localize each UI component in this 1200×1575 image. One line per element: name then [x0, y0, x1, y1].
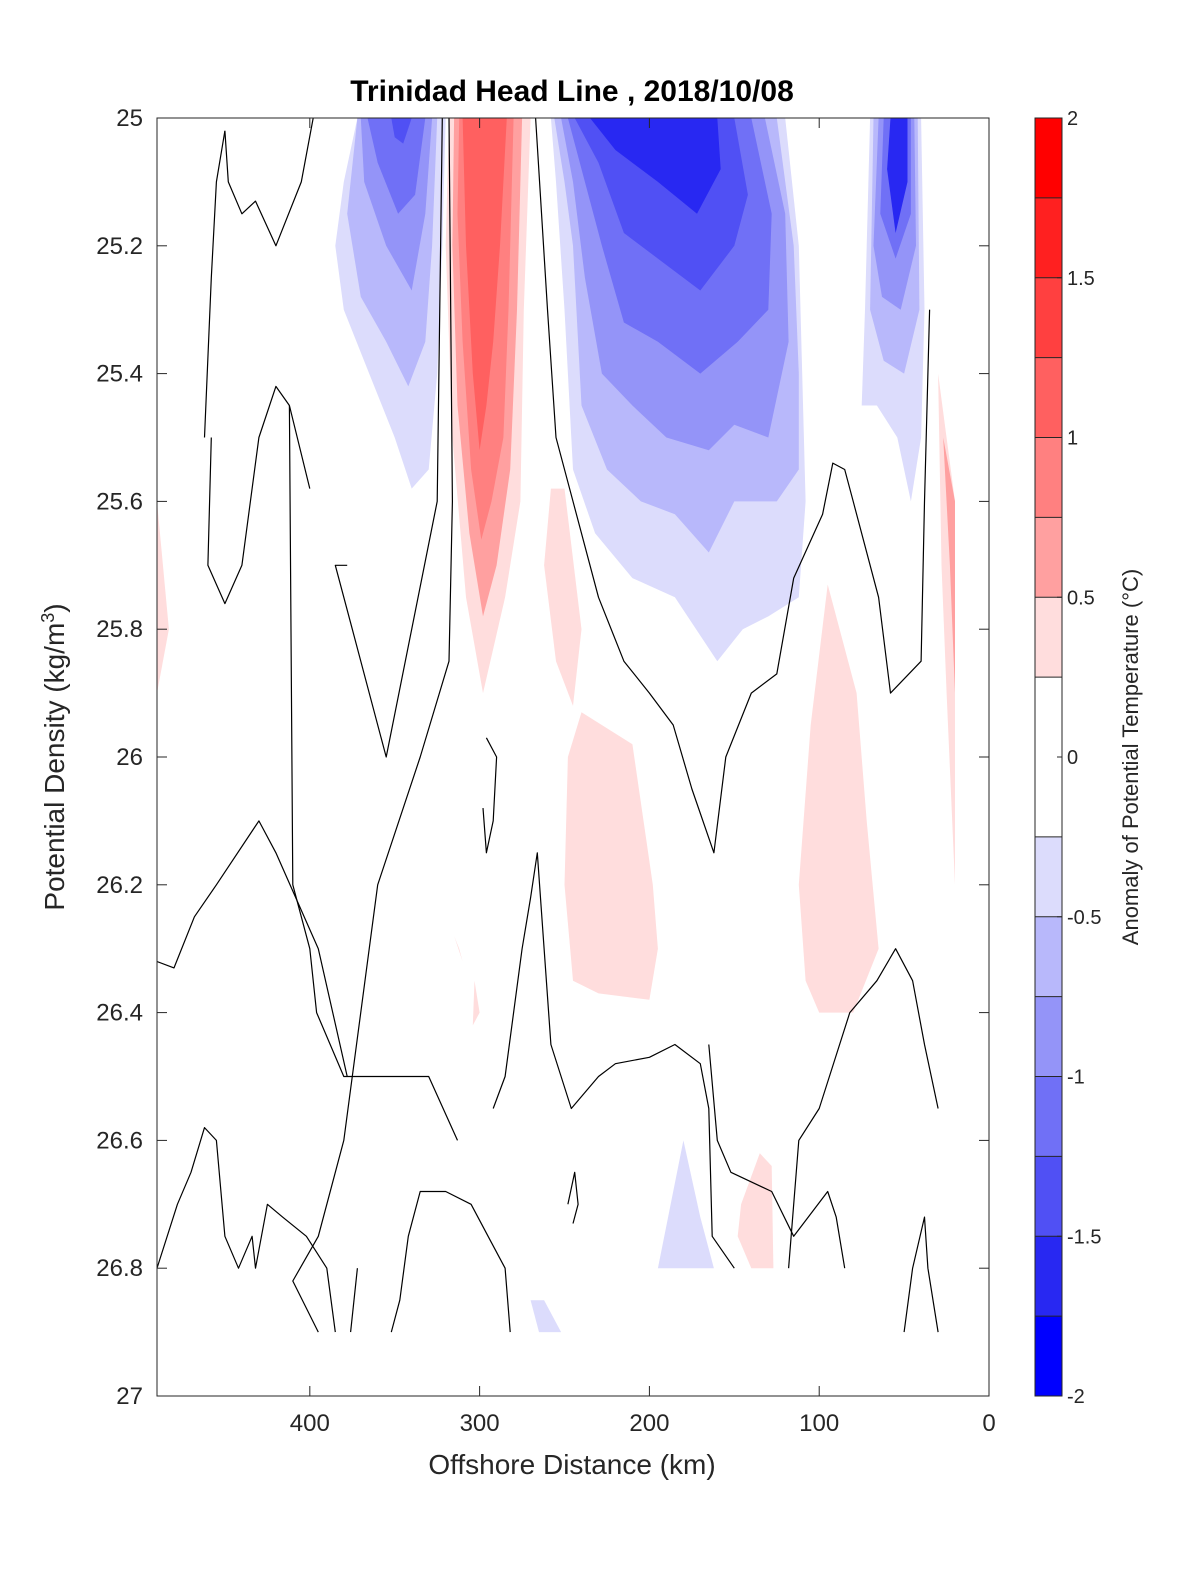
- colorbar-swatch: [1035, 836, 1062, 917]
- contour-region-4: [391, 118, 412, 144]
- contour-region-20: [157, 501, 169, 694]
- y-tick-label: 26: [116, 744, 143, 771]
- contour-region-3: [367, 118, 426, 214]
- colorbar-swatch: [1035, 118, 1062, 198]
- y-tick-label: 25.4: [96, 361, 143, 388]
- y-tick-label: 25.6: [96, 488, 143, 515]
- contour-region-26: [737, 1153, 774, 1269]
- contour-region-30: [530, 1300, 562, 1333]
- x-tick-label: 300: [460, 1410, 500, 1437]
- zero-contour-line-15: [903, 1216, 939, 1333]
- y-axis: 25 25.2 25.4 25.6 25.8 26 26.2 26.4 26.6 26.8 27: [96, 105, 989, 1410]
- colorbar-label: Anomaly of Potential Temperature (°C): [1118, 569, 1143, 945]
- zero-contour-line-16: [567, 1171, 579, 1224]
- zero-contour-line-2: [207, 385, 311, 605]
- colorbar-tick-label: 0.5: [1067, 587, 1095, 609]
- zero-contour-line-10: [788, 948, 939, 1269]
- zero-contour-line-9: [492, 852, 735, 1269]
- contour-region-25: [798, 584, 879, 1013]
- x-axis: 400 300 200 100 0: [290, 118, 996, 1437]
- zero-contour-line-3: [288, 405, 459, 1141]
- colorbar-ticks: 2 1.5 1 0.5 0 -0.5 -1 -1.5 -2: [1057, 108, 1101, 1408]
- colorbar-swatch: [1035, 916, 1062, 997]
- colorbar-swatch: [1035, 1236, 1062, 1317]
- contour-region-8: [462, 118, 507, 451]
- colorbar-swatch: [1035, 1076, 1062, 1157]
- x-axis-label: Offshore Distance (km): [428, 1449, 715, 1480]
- colorbar-swatch: [1035, 277, 1062, 358]
- y-tick-label: 26.2: [96, 872, 143, 899]
- contour-region-22: [943, 437, 955, 694]
- colorbar-tick-label: 1.5: [1067, 268, 1095, 290]
- colorbar-tick-label: 0: [1067, 747, 1078, 769]
- zero-contour-line-7: [535, 118, 931, 854]
- y-tick-label: 26.6: [96, 1127, 143, 1154]
- colorbar-swatch: [1035, 437, 1062, 518]
- contour-region-14: [590, 118, 721, 214]
- y-axis-label-end: ): [39, 603, 70, 612]
- colorbar-tick-label: -2: [1067, 1386, 1085, 1408]
- contour-lines: [157, 118, 939, 1333]
- colorbar-tick-label: -1.5: [1067, 1226, 1101, 1248]
- contour-region-19: [887, 118, 908, 233]
- contour-region-29: [657, 1140, 714, 1269]
- y-tick-label: 25: [116, 105, 143, 132]
- colorbar-tick-label: 1: [1067, 428, 1078, 450]
- chart-title: Trinidad Head Line , 2018/10/08: [350, 75, 794, 108]
- zero-contour-line-6: [292, 118, 453, 1333]
- colorbar-swatch: [1035, 996, 1062, 1077]
- x-tick-label: 200: [629, 1410, 669, 1437]
- contour-fills: [157, 118, 955, 1333]
- x-tick-label: 0: [982, 1410, 995, 1437]
- colorbar-swatch: [1035, 1316, 1062, 1396]
- x-tick-label: 400: [290, 1410, 330, 1437]
- zero-contour-line-0: [224, 118, 314, 247]
- colorbar-swatch: [1035, 597, 1062, 678]
- contour-region-23: [544, 488, 582, 706]
- y-tick-label: 25.8: [96, 616, 143, 643]
- contour-region-28: [472, 980, 480, 1026]
- plot-area: 400 300 200 100 0 25 25.2 25.4 25.6 25.8 26 26.2 26…: [96, 105, 995, 1437]
- colorbar-swatch: [1035, 517, 1062, 598]
- zero-contour-line-1: [203, 130, 226, 438]
- zero-contour-line-5: [334, 118, 443, 758]
- colorbar-tick-label: -0.5: [1067, 907, 1101, 929]
- y-axis-label-superscript: 3: [38, 613, 58, 623]
- colorbar-tick-label: 2: [1067, 108, 1078, 130]
- y-tick-label: 27: [116, 1383, 143, 1410]
- contour-region-24: [564, 712, 658, 1000]
- y-tick-label: 25.2: [96, 233, 143, 260]
- y-axis-label: Potential Density (kg/m3): [38, 603, 70, 910]
- zero-contour-line-4: [157, 820, 348, 1077]
- colorbar: 2 1.5 1 0.5 0 -0.5 -1 -1.5 -2: [1034, 108, 1101, 1408]
- colorbar-swatch: [1035, 1156, 1062, 1237]
- zero-contour-line-12: [350, 1268, 358, 1333]
- zero-contour-line-11: [157, 1126, 336, 1333]
- zero-contour-line-13: [390, 1190, 511, 1333]
- contour-region-27: [454, 935, 463, 962]
- x-tick-label: 100: [799, 1410, 839, 1437]
- y-tick-label: 26.8: [96, 1255, 143, 1282]
- colorbar-swatch: [1035, 357, 1062, 438]
- y-tick-label: 26.4: [96, 1000, 143, 1027]
- zero-contour-line-14: [708, 1044, 846, 1269]
- colorbar-swatch: [1035, 197, 1062, 278]
- colorbar-tick-label: -1: [1067, 1067, 1085, 1089]
- zero-contour-line-8: [482, 737, 498, 854]
- y-axis-label-main: Potential Density (kg/m: [39, 623, 70, 911]
